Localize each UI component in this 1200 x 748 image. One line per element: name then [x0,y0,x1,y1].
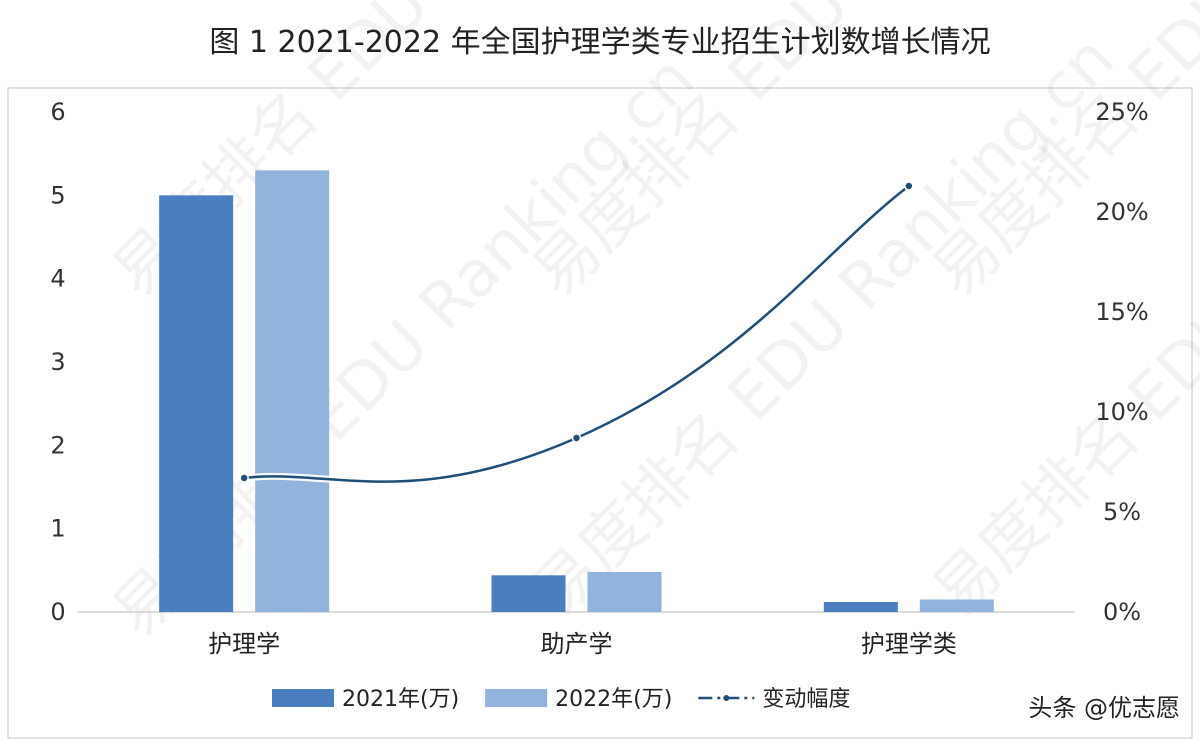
chart-frame [7,87,1193,739]
left-tick-label: 3 [50,348,65,376]
left-tick-label: 0 [50,598,65,626]
bar-2021 [491,575,566,612]
category-label: 助产学 [541,630,613,658]
legend-label: 2021年(万) [342,687,459,712]
bars [159,170,994,613]
left-tick-label: 1 [50,515,65,543]
legend-swatch [485,689,548,707]
left-y-axis: 0 1 2 3 4 5 6 [50,98,65,626]
right-tick-label: 20% [1095,198,1148,226]
line-point [904,181,914,191]
left-tick-label: 2 [50,431,65,459]
line-point [239,473,249,483]
bar-2022 [255,170,330,613]
change-line [239,181,914,486]
right-tick-label: 15% [1095,298,1148,326]
line-point [571,433,582,443]
chart-title: 图 1 2021-2022 年全国护理学类专业招生计划数增长情况 [209,25,990,60]
category-labels: 护理学 助产学 护理学类 [208,630,957,658]
category-label: 护理学类 [861,630,957,658]
bar-2021 [823,602,898,612]
right-tick-label: 10% [1095,398,1148,426]
bar-2021 [159,195,234,613]
left-tick-label: 5 [50,181,65,209]
left-tick-label: 4 [50,265,65,293]
left-tick-label: 6 [50,98,65,126]
legend[interactable]: 2021年(万) 2022年(万) 变动幅度 [272,687,850,712]
bar-2022 [919,599,994,612]
right-tick-label: 5% [1103,498,1141,526]
category-label: 护理学 [208,630,280,658]
right-tick-label: 25% [1095,98,1148,126]
legend-label: 变动幅度 [762,687,850,712]
right-y-axis: 0% 5% 10% 15% 20% 25% [1095,98,1148,626]
credit-text: 头条 @优志愿 [1028,694,1180,722]
right-tick-label: 0% [1103,598,1141,626]
legend-line-marker [723,695,730,701]
legend-swatch [272,689,334,707]
legend-label: 2022年(万) [555,687,672,712]
bar-2022 [587,572,662,612]
